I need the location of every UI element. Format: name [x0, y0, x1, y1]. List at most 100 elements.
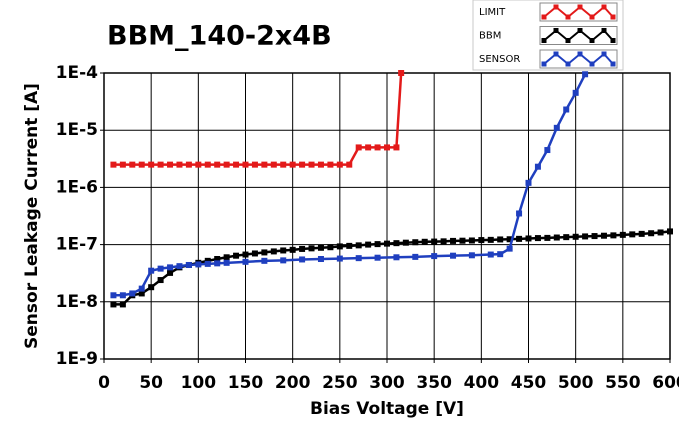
data-point	[138, 161, 145, 168]
data-point	[214, 260, 221, 267]
legend-marker	[541, 61, 547, 67]
data-point	[251, 161, 258, 168]
x-tick-label: 500	[558, 373, 594, 393]
data-point	[317, 244, 324, 251]
legend-marker	[577, 4, 583, 10]
data-point	[648, 230, 655, 237]
data-point	[374, 144, 381, 151]
data-point	[450, 252, 457, 259]
x-tick-label: 200	[275, 373, 311, 393]
x-tick-label: 550	[605, 373, 641, 393]
series-group	[110, 70, 673, 308]
data-point	[233, 161, 240, 168]
data-point	[336, 255, 343, 262]
data-point	[270, 161, 277, 168]
data-point	[450, 237, 457, 244]
data-point	[563, 106, 570, 113]
data-point	[402, 239, 409, 246]
data-point	[214, 161, 221, 168]
y-tick-label: 1E-8	[56, 292, 98, 312]
data-point	[468, 237, 475, 244]
data-point	[355, 144, 362, 151]
data-point	[355, 242, 362, 249]
data-point	[572, 233, 579, 240]
data-point	[516, 210, 523, 217]
data-point	[167, 264, 174, 271]
data-point	[506, 245, 513, 252]
data-point	[223, 161, 230, 168]
x-tick-label: 250	[322, 373, 358, 393]
data-point	[468, 252, 475, 259]
data-point	[280, 257, 287, 264]
data-point	[355, 255, 362, 262]
x-tick-label: 350	[416, 373, 452, 393]
data-point	[261, 257, 268, 264]
data-point	[110, 301, 117, 308]
data-point	[506, 236, 513, 243]
data-point	[610, 232, 617, 239]
data-point	[582, 233, 589, 240]
data-point	[119, 292, 126, 299]
legend-label: LIMIT	[479, 7, 506, 18]
data-point	[346, 161, 353, 168]
data-point	[365, 144, 372, 151]
data-point	[119, 161, 126, 168]
x-tick-label: 400	[464, 373, 500, 393]
data-point	[582, 71, 589, 78]
data-point	[129, 290, 136, 297]
data-point	[667, 228, 673, 235]
data-point	[384, 240, 390, 247]
data-point	[110, 292, 117, 299]
data-point	[251, 250, 258, 257]
x-tick-label: 50	[139, 373, 163, 393]
legend-marker	[577, 51, 583, 57]
legend-label: SENSOR	[479, 54, 520, 65]
legend-marker	[589, 61, 595, 67]
data-point	[299, 245, 306, 252]
legend-marker	[601, 51, 607, 57]
data-point	[204, 161, 211, 168]
data-point	[591, 233, 598, 240]
data-point	[534, 163, 541, 170]
data-point	[110, 161, 117, 168]
data-point	[185, 261, 192, 268]
data-point	[261, 249, 268, 256]
data-point	[478, 237, 485, 244]
data-point	[261, 161, 268, 168]
data-point	[167, 269, 174, 276]
legend-marker	[610, 14, 616, 20]
data-point	[629, 231, 636, 238]
legend-marker	[565, 38, 571, 43]
chart-title: BBM_140-2x4B	[107, 21, 332, 52]
data-point	[516, 235, 523, 242]
x-tick-label: 600	[652, 373, 679, 393]
x-axis-label: Bias Voltage [V]	[310, 399, 464, 419]
data-point	[242, 161, 249, 168]
data-point	[525, 179, 532, 186]
data-point	[346, 242, 353, 249]
legend-swatch-box	[539, 49, 618, 69]
legend-marker	[601, 28, 607, 33]
data-point	[398, 70, 405, 76]
data-point	[138, 290, 145, 297]
data-point	[393, 144, 400, 151]
data-point	[393, 240, 400, 247]
data-point	[223, 259, 230, 266]
y-tick-label: 1E-6	[56, 177, 98, 197]
data-point	[600, 232, 607, 239]
data-point	[544, 234, 551, 241]
data-point	[195, 161, 202, 168]
data-point	[308, 245, 315, 252]
data-point	[299, 256, 306, 263]
data-point	[431, 253, 438, 260]
data-point	[119, 301, 126, 308]
data-point	[374, 241, 381, 248]
data-point	[308, 161, 315, 168]
data-point	[336, 243, 343, 250]
y-tick-label: 1E-4	[56, 63, 98, 83]
data-point	[544, 147, 551, 154]
data-point	[317, 161, 324, 168]
legend-marker	[553, 28, 559, 33]
data-point	[553, 234, 560, 241]
data-point	[289, 161, 296, 168]
